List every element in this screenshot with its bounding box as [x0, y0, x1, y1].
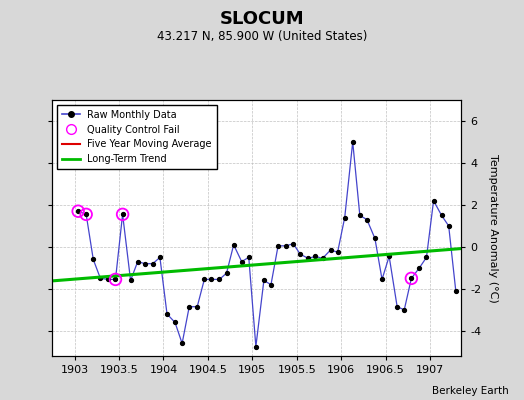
Point — [82, 211, 90, 218]
Legend: Raw Monthly Data, Quality Control Fail, Five Year Moving Average, Long-Term Tren: Raw Monthly Data, Quality Control Fail, … — [57, 105, 217, 169]
Y-axis label: Temperature Anomaly (°C): Temperature Anomaly (°C) — [488, 154, 498, 302]
Text: SLOCUM: SLOCUM — [220, 10, 304, 28]
Point — [118, 211, 127, 218]
Text: Berkeley Earth: Berkeley Earth — [432, 386, 508, 396]
Point — [111, 276, 119, 283]
Point — [407, 275, 416, 282]
Text: 43.217 N, 85.900 W (United States): 43.217 N, 85.900 W (United States) — [157, 30, 367, 43]
Point — [74, 208, 82, 214]
